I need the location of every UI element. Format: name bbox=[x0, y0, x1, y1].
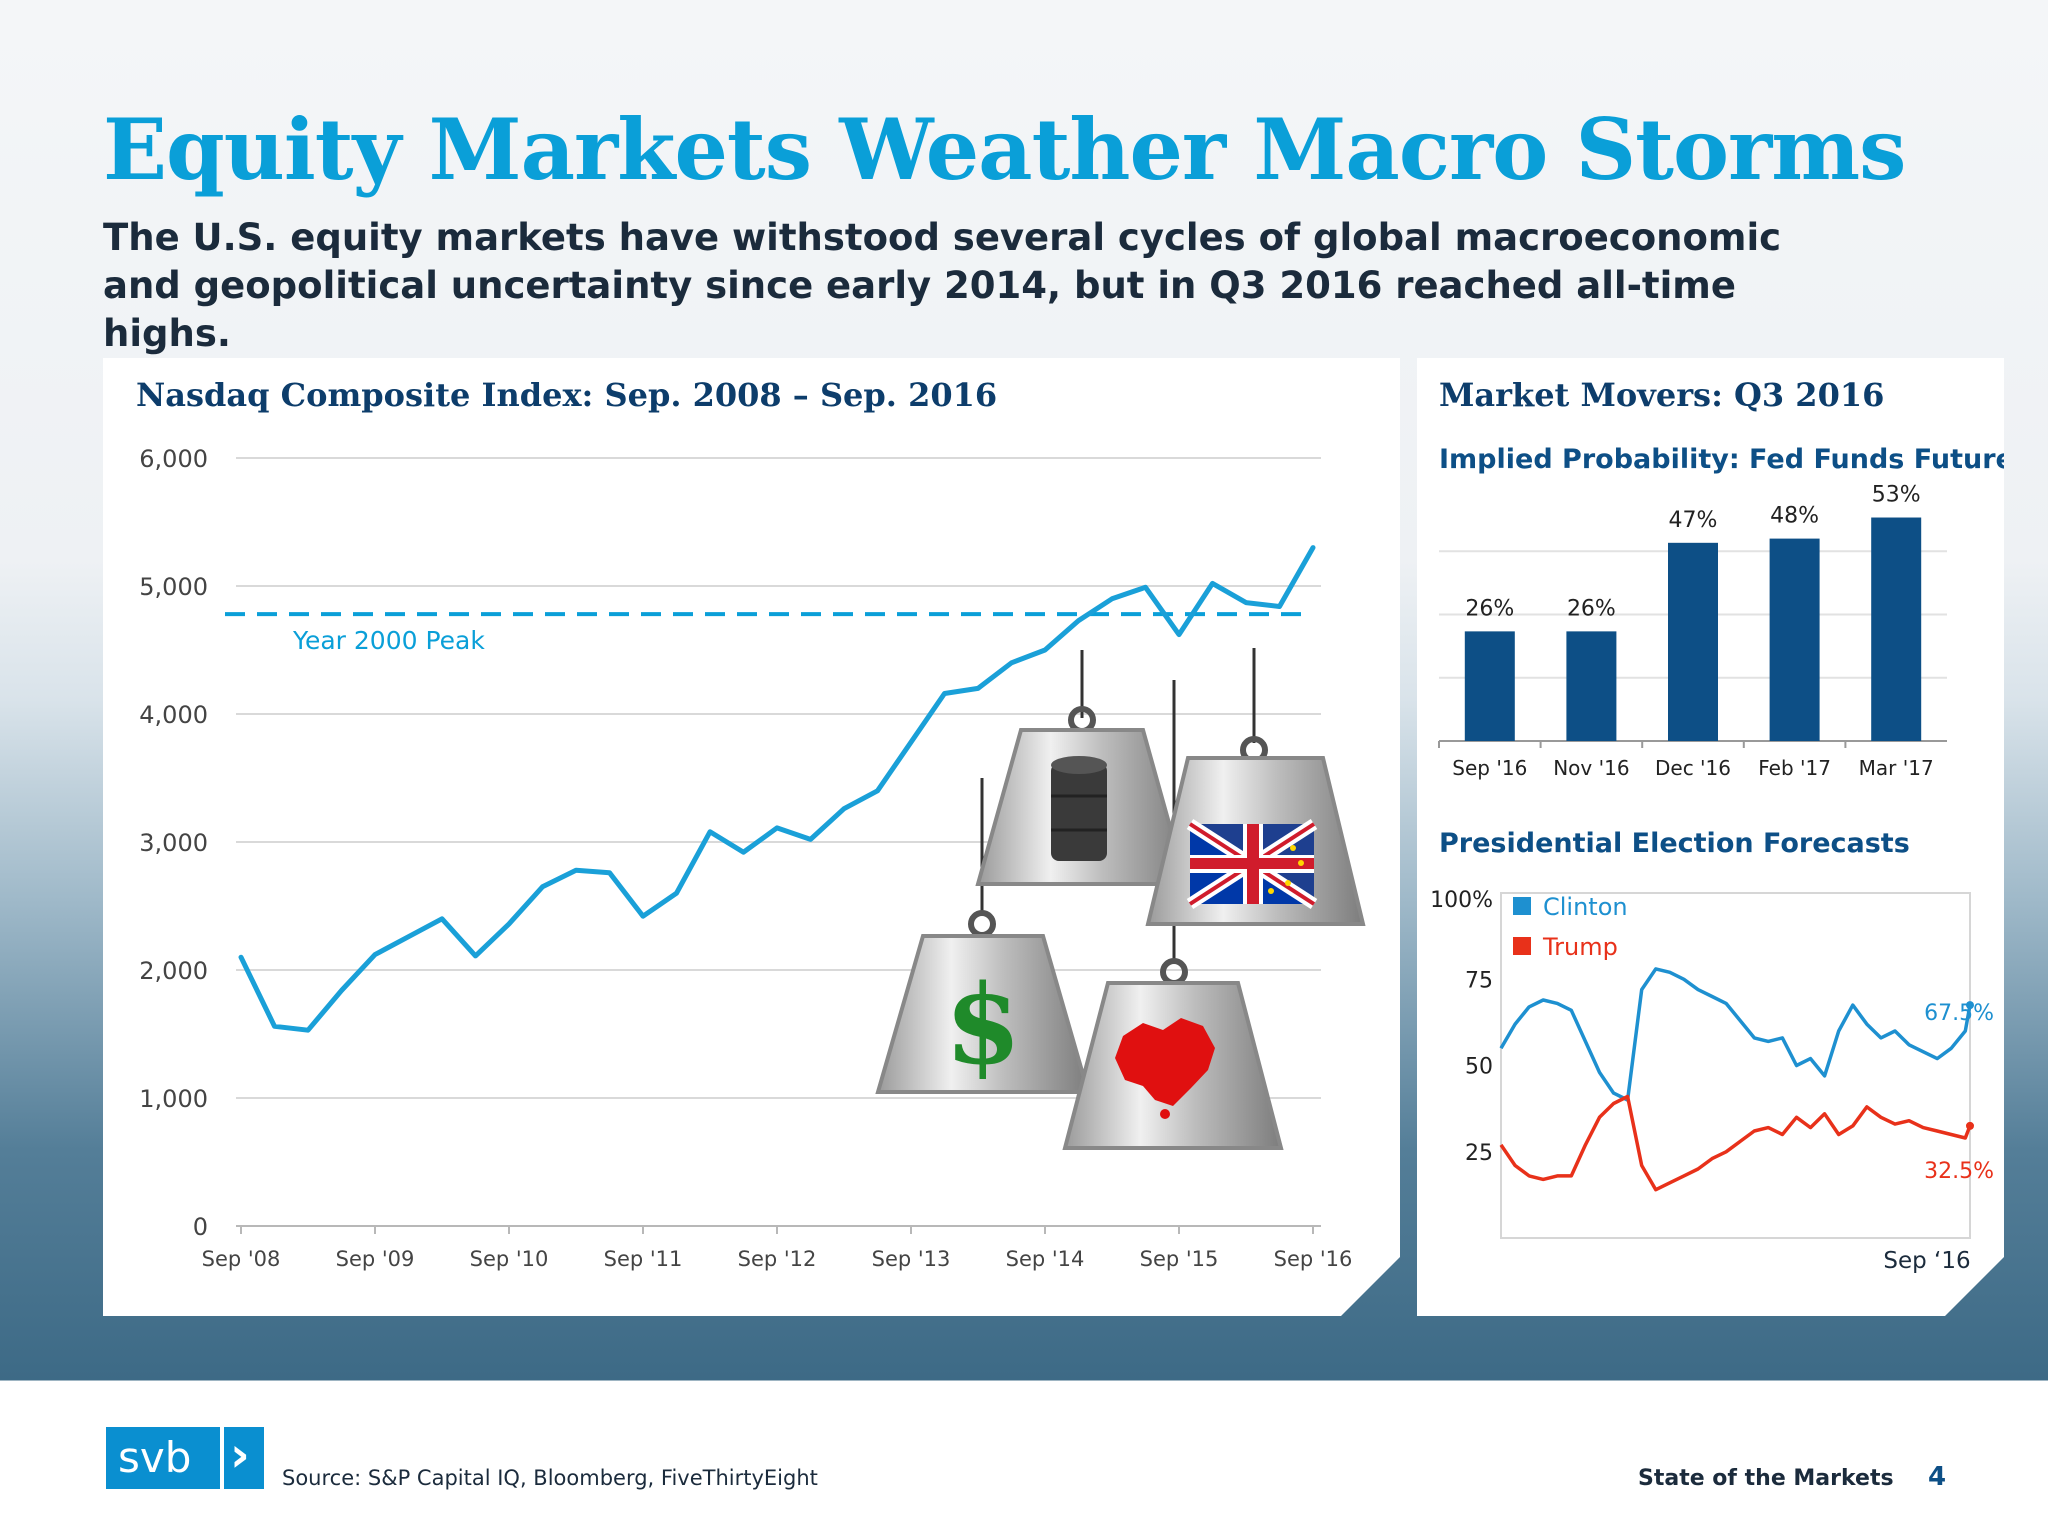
election-y-ticks: 100% 75 50 25 bbox=[1430, 888, 1493, 1166]
fed-x-tick-label: Sep '16 bbox=[1452, 756, 1527, 780]
page-number: 4 bbox=[1928, 1462, 1947, 1492]
year-2000-peak-label: Year 2000 Peak bbox=[292, 626, 485, 655]
trump-forecast-line bbox=[1499, 1094, 1972, 1192]
nasdaq-x-tick-label: Sep '16 bbox=[1274, 1247, 1353, 1271]
fed-bars bbox=[1464, 517, 1922, 741]
nasdaq-x-tick-label: Sep '13 bbox=[872, 1247, 951, 1271]
nasdaq-panel: Nasdaq Composite Index: Sep. 2008 – Sep.… bbox=[103, 358, 1400, 1316]
fed-bar bbox=[1668, 542, 1718, 741]
fed-value-labels: 26% 26% 47% 48% 53% bbox=[1465, 483, 1920, 622]
trump-end-point bbox=[1966, 1121, 1974, 1130]
clinton-legend-swatch bbox=[1513, 897, 1531, 915]
oil-barrel-icon bbox=[1051, 756, 1107, 861]
chevron-right-icon: › bbox=[230, 1427, 250, 1483]
source-note: Source: S&P Capital IQ, Bloomberg, FiveT… bbox=[282, 1466, 818, 1490]
nasdaq-y-tick-label: 5,000 bbox=[139, 573, 208, 601]
trump-legend-label: Trump bbox=[1542, 933, 1618, 961]
nasdaq-y-tick-label: 3,000 bbox=[139, 829, 208, 857]
fed-value-label: 53% bbox=[1872, 483, 1921, 508]
fed-value-label: 48% bbox=[1770, 504, 1819, 529]
fed-x-tick-label: Feb '17 bbox=[1758, 756, 1831, 780]
market-movers-title: Market Movers: Q3 2016 bbox=[1439, 376, 1885, 414]
clinton-forecast-line bbox=[1499, 967, 1972, 1102]
nasdaq-x-tick-label: Sep '14 bbox=[1006, 1247, 1085, 1271]
fed-bar bbox=[1464, 631, 1515, 741]
fed-bar bbox=[1871, 517, 1922, 741]
trump-legend-swatch bbox=[1513, 937, 1531, 955]
clinton-legend-label: Clinton bbox=[1543, 893, 1628, 921]
fed-bar bbox=[1769, 538, 1820, 741]
oil-barrel-weight-icon bbox=[975, 706, 1189, 886]
fed-bar bbox=[1566, 631, 1617, 741]
fed-value-label: 26% bbox=[1465, 596, 1514, 621]
footer-label: State of the Markets bbox=[1638, 1466, 1894, 1491]
uk-eu-flag-weight-icon bbox=[1145, 736, 1366, 926]
nasdaq-y-tick-label: 6,000 bbox=[139, 445, 208, 473]
fed-futures-title: Implied Probability: Fed Funds Futures bbox=[1439, 444, 2030, 475]
china-map-weight-icon bbox=[1062, 958, 1284, 1150]
nasdaq-y-tick-label: 4,000 bbox=[139, 701, 208, 729]
fed-x-tick-label: Dec '16 bbox=[1655, 756, 1731, 780]
fed-x-ticks: Sep '16 Nov '16 Dec '16 Feb '17 Mar '17 bbox=[1438, 741, 1934, 780]
nasdaq-gridlines bbox=[236, 457, 1321, 1227]
nasdaq-x-tick-label: Sep '12 bbox=[738, 1247, 817, 1271]
nasdaq-x-tick-label: Sep '10 bbox=[470, 1247, 549, 1271]
weights-illustration: $ bbox=[875, 648, 1366, 1150]
dollar-sign-weight-icon: $ bbox=[875, 910, 1091, 1094]
fed-x-tick-label: Nov '16 bbox=[1553, 756, 1629, 780]
fed-value-label: 47% bbox=[1669, 508, 1718, 533]
nasdaq-x-tick-label: Sep '15 bbox=[1140, 1247, 1219, 1271]
nasdaq-y-tick-label: 1,000 bbox=[139, 1085, 208, 1113]
dollar-sign-icon: $ bbox=[945, 960, 1022, 1089]
nasdaq-y-tick-label: 0 bbox=[193, 1213, 208, 1241]
election-plot-frame bbox=[1500, 892, 1971, 1239]
election-frame bbox=[1500, 892, 1971, 1239]
election-y-tick-label: 50 bbox=[1465, 1055, 1493, 1080]
clinton-end-label: 67.5% bbox=[1924, 1001, 1994, 1026]
svb-logo-text: svb bbox=[118, 1433, 192, 1482]
china-map-icon bbox=[1115, 1018, 1215, 1106]
fed-value-label: 26% bbox=[1567, 596, 1616, 621]
election-series bbox=[1499, 967, 1974, 1192]
nasdaq-line bbox=[238, 545, 1316, 1033]
nasdaq-y-ticks: 0 1,000 2,000 3,000 4,000 5,000 6,000 bbox=[139, 445, 208, 1241]
election-forecast-title: Presidential Election Forecasts bbox=[1439, 828, 1910, 859]
nasdaq-chart-title: Nasdaq Composite Index: Sep. 2008 – Sep.… bbox=[136, 376, 998, 414]
market-movers-panel: Market Movers: Q3 2016 Implied Probabili… bbox=[1417, 358, 2004, 1316]
election-legend: Clinton Trump bbox=[1513, 893, 1628, 961]
trump-end-label: 32.5% bbox=[1924, 1159, 1994, 1184]
market-movers-charts: 26% 26% 47% 48% 53% Sep '16 Nov '16 Dec '16 Feb… bbox=[1430, 483, 1994, 1274]
nasdaq-x-tick-label: Sep '08 bbox=[202, 1247, 281, 1271]
nasdaq-x-tick-label: Sep '09 bbox=[336, 1247, 415, 1271]
election-y-tick-label: 100% bbox=[1430, 888, 1493, 913]
nasdaq-series bbox=[238, 545, 1316, 1033]
uk-eu-flag-icon bbox=[1186, 818, 1318, 910]
election-y-tick-label: 25 bbox=[1465, 1141, 1493, 1166]
nasdaq-x-ticks: Sep '08 Sep '09 Sep '10 Sep '11 Sep '12 Sep '… bbox=[202, 1226, 1353, 1271]
nasdaq-y-tick-label: 2,000 bbox=[139, 957, 208, 985]
fed-x-tick-label: Mar '17 bbox=[1859, 756, 1934, 780]
page-title: Equity Markets Weather Macro Storms bbox=[103, 100, 1906, 199]
election-x-label: Sep ‘16 bbox=[1883, 1248, 1970, 1274]
election-y-tick-label: 75 bbox=[1465, 968, 1493, 993]
page-subtitle: The U.S. equity markets have withstood s… bbox=[103, 216, 1782, 355]
nasdaq-x-tick-label: Sep '11 bbox=[604, 1247, 683, 1271]
svb-logo: svb › bbox=[106, 1427, 264, 1489]
clinton-end-point bbox=[1966, 1001, 1974, 1010]
